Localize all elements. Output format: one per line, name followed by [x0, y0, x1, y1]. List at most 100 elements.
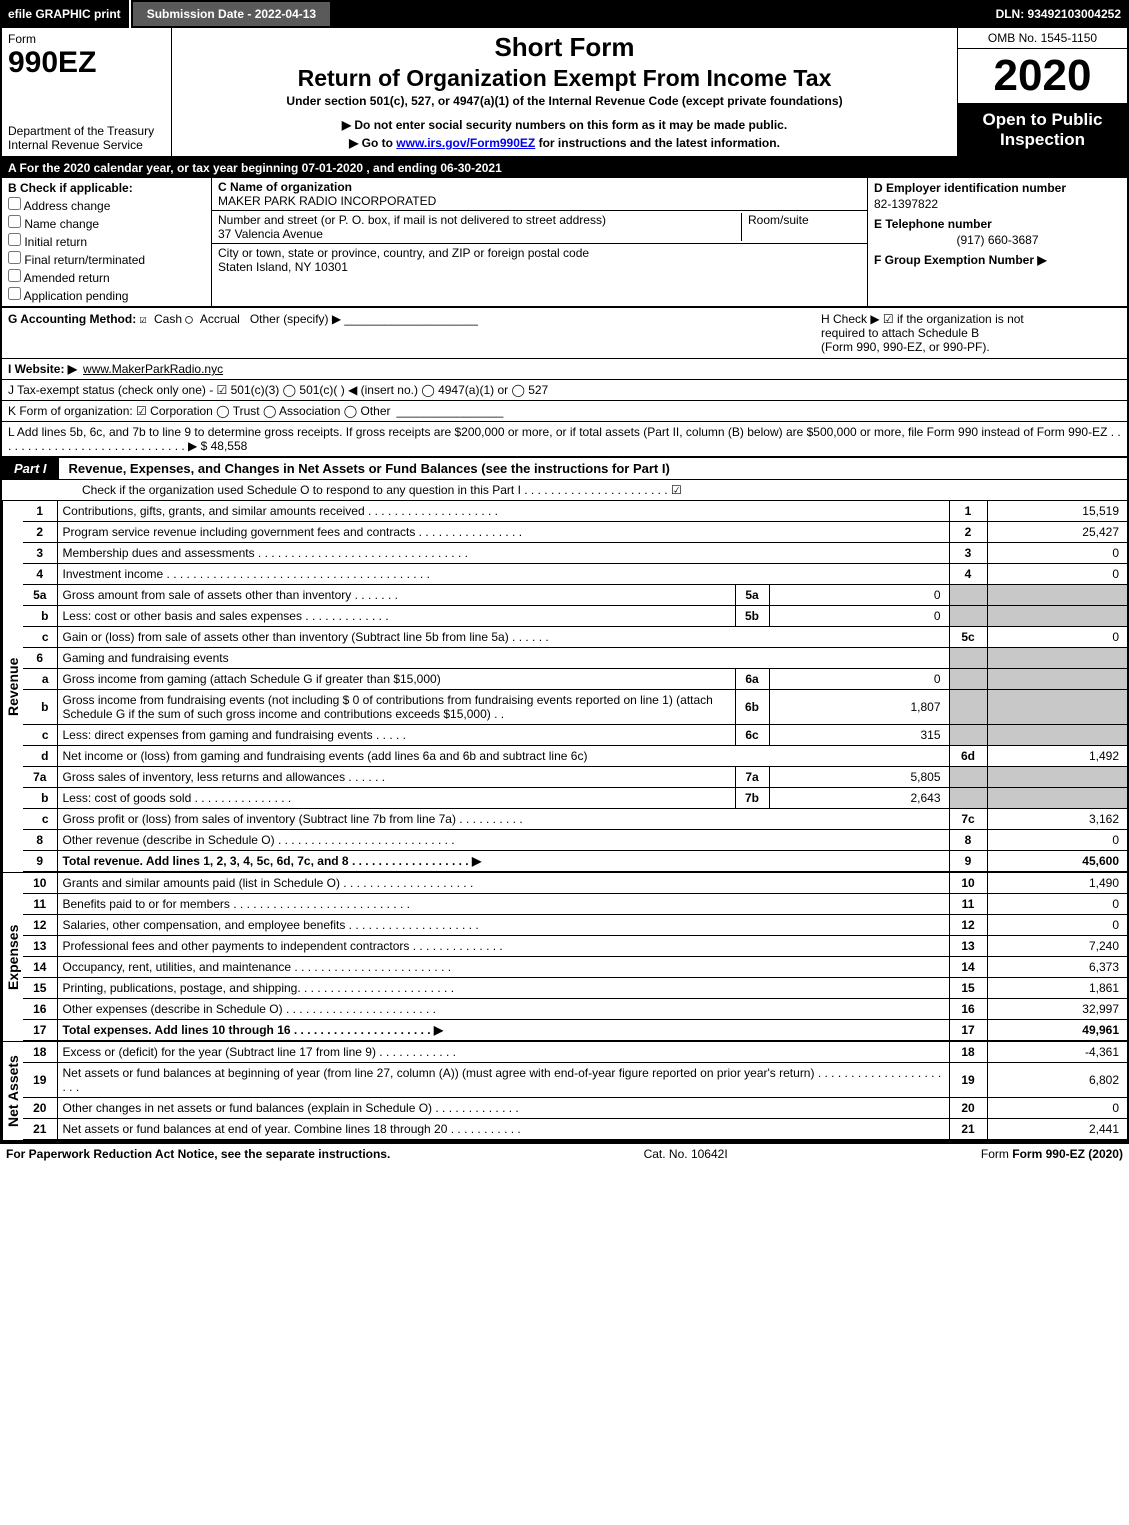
line-6: 6Gaming and fundraising events	[23, 648, 1127, 669]
section-b: B Check if applicable: Address change Na…	[2, 178, 212, 306]
chk-name-change[interactable]: Name change	[8, 215, 205, 231]
line-13: 13Professional fees and other payments t…	[23, 936, 1127, 957]
header-left: Form 990EZ Department of the Treasury In…	[2, 28, 172, 156]
e-label: E Telephone number	[874, 217, 1121, 231]
chk-address-change[interactable]: Address change	[8, 197, 205, 213]
dln-label: DLN: 93492103004252	[988, 0, 1129, 28]
tax-year: 2020	[958, 49, 1127, 104]
footer-mid: Cat. No. 10642I	[644, 1147, 728, 1161]
revenue-table: 1Contributions, gifts, grants, and simil…	[23, 501, 1127, 872]
revenue-side-label: Revenue	[2, 501, 23, 872]
expenses-table: 10Grants and similar amounts paid (list …	[23, 873, 1127, 1041]
section-def: D Employer identification number 82-1397…	[867, 178, 1127, 306]
ein-value: 82-1397822	[874, 197, 1121, 211]
f-label: F Group Exemption Number ▶	[874, 253, 1121, 267]
row-i: I Website: ▶ www.MakerParkRadio.nyc	[0, 359, 1129, 380]
line-20: 20Other changes in net assets or fund ba…	[23, 1098, 1127, 1119]
line-14: 14Occupancy, rent, utilities, and mainte…	[23, 957, 1127, 978]
line-1: 1Contributions, gifts, grants, and simil…	[23, 501, 1127, 522]
line-12: 12Salaries, other compensation, and empl…	[23, 915, 1127, 936]
expenses-section: Expenses 10Grants and similar amounts pa…	[0, 872, 1129, 1041]
line-6a: aGross income from gaming (attach Schedu…	[23, 669, 1127, 690]
line-7c: cGross profit or (loss) from sales of in…	[23, 809, 1127, 830]
period-bar: A For the 2020 calendar year, or tax yea…	[0, 158, 1129, 178]
instructions-post: for instructions and the latest informat…	[539, 136, 780, 150]
net-assets-section: Net Assets 18Excess or (deficit) for the…	[0, 1041, 1129, 1142]
section-b-header: B Check if applicable:	[8, 181, 205, 195]
form-word: Form	[8, 32, 165, 46]
line-6b: bGross income from fundraising events (n…	[23, 690, 1127, 725]
top-bar: efile GRAPHIC print Submission Date - 20…	[0, 0, 1129, 28]
net-assets-side-label: Net Assets	[2, 1042, 23, 1140]
row-j: J Tax-exempt status (check only one) - ☑…	[0, 380, 1129, 401]
line-4: 4Investment income . . . . . . . . . . .…	[23, 564, 1127, 585]
city-label: City or town, state or province, country…	[218, 246, 861, 260]
instructions-line: ▶ Go to www.irs.gov/Form990EZ for instru…	[182, 136, 947, 150]
submission-date-label: Submission Date - 2022-04-13	[131, 0, 332, 28]
chk-accrual[interactable]: ◯	[185, 312, 199, 326]
chk-initial-return[interactable]: Initial return	[8, 233, 205, 249]
expenses-side-label: Expenses	[2, 873, 23, 1041]
c-label: C Name of organization	[218, 180, 861, 194]
form-title-main: Return of Organization Exempt From Incom…	[182, 65, 947, 92]
website-value: www.MakerParkRadio.nyc	[83, 362, 223, 376]
org-name: MAKER PARK RADIO INCORPORATED	[218, 194, 861, 208]
org-address: 37 Valencia Avenue	[218, 227, 741, 241]
org-city: Staten Island, NY 10301	[218, 260, 861, 274]
line-7b: bLess: cost of goods sold . . . . . . . …	[23, 788, 1127, 809]
form-header: Form 990EZ Department of the Treasury In…	[0, 28, 1129, 158]
room-suite-label: Room/suite	[741, 213, 861, 241]
row-h: H Check ▶ ☑ if the organization is not r…	[821, 312, 1121, 354]
instructions-pre: ▶ Go to	[349, 136, 396, 150]
chk-cash[interactable]: ☑	[140, 312, 154, 326]
line-9: 9Total revenue. Add lines 1, 2, 3, 4, 5c…	[23, 851, 1127, 872]
line-21: 21Net assets or fund balances at end of …	[23, 1119, 1127, 1140]
instructions-link[interactable]: www.irs.gov/Form990EZ	[396, 136, 535, 150]
row-k: K Form of organization: ☑ Corporation ◯ …	[0, 401, 1129, 422]
department-label: Department of the Treasury Internal Reve…	[8, 124, 165, 152]
header-right: OMB No. 1545-1150 2020 Open to Public In…	[957, 28, 1127, 156]
revenue-section: Revenue 1Contributions, gifts, grants, a…	[0, 501, 1129, 872]
row-g-h: G Accounting Method: ☑ Cash ◯ Accrual Ot…	[0, 308, 1129, 359]
net-assets-table: 18Excess or (deficit) for the year (Subt…	[23, 1042, 1127, 1140]
info-grid: B Check if applicable: Address change Na…	[0, 178, 1129, 308]
line-16: 16Other expenses (describe in Schedule O…	[23, 999, 1127, 1020]
line-15: 15Printing, publications, postage, and s…	[23, 978, 1127, 999]
phone-value: (917) 660-3687	[874, 233, 1121, 247]
section-c: C Name of organization MAKER PARK RADIO …	[212, 178, 867, 306]
form-number: 990EZ	[8, 46, 165, 80]
line-17: 17Total expenses. Add lines 10 through 1…	[23, 1020, 1127, 1041]
line-2: 2Program service revenue including gover…	[23, 522, 1127, 543]
part-i-title: Revenue, Expenses, and Changes in Net As…	[59, 461, 670, 476]
line-11: 11Benefits paid to or for members . . . …	[23, 894, 1127, 915]
d-label: D Employer identification number	[874, 181, 1121, 195]
open-to-public: Open to Public Inspection	[958, 104, 1127, 156]
header-mid: Short Form Return of Organization Exempt…	[172, 28, 957, 156]
chk-amended-return[interactable]: Amended return	[8, 269, 205, 285]
topbar-spacer	[332, 0, 987, 28]
row-l: L Add lines 5b, 6c, and 7b to line 9 to …	[0, 422, 1129, 458]
part-i-tag: Part I	[2, 458, 59, 479]
line-18: 18Excess or (deficit) for the year (Subt…	[23, 1042, 1127, 1063]
part-i-checknote: Check if the organization used Schedule …	[0, 480, 1129, 501]
line-6d: dNet income or (loss) from gaming and fu…	[23, 746, 1127, 767]
footer-left: For Paperwork Reduction Act Notice, see …	[6, 1147, 390, 1161]
row-g: G Accounting Method: ☑ Cash ◯ Accrual Ot…	[8, 312, 821, 354]
chk-application-pending[interactable]: Application pending	[8, 287, 205, 303]
line-19: 19Net assets or fund balances at beginni…	[23, 1063, 1127, 1098]
form-title-short: Short Form	[182, 32, 947, 63]
ssn-warning: ▶ Do not enter social security numbers o…	[182, 118, 947, 132]
omb-number: OMB No. 1545-1150	[958, 28, 1127, 49]
line-5c: cGain or (loss) from sale of assets othe…	[23, 627, 1127, 648]
line-5a: 5aGross amount from sale of assets other…	[23, 585, 1127, 606]
line-7a: 7aGross sales of inventory, less returns…	[23, 767, 1127, 788]
part-i-header: Part I Revenue, Expenses, and Changes in…	[0, 458, 1129, 480]
form-footer: For Paperwork Reduction Act Notice, see …	[0, 1142, 1129, 1164]
line-10: 10Grants and similar amounts paid (list …	[23, 873, 1127, 894]
chk-final-return[interactable]: Final return/terminated	[8, 251, 205, 267]
footer-right: Form Form 990-EZ (2020)	[981, 1147, 1123, 1161]
line-5b: bLess: cost or other basis and sales exp…	[23, 606, 1127, 627]
form-subtitle: Under section 501(c), 527, or 4947(a)(1)…	[182, 94, 947, 108]
efile-label: efile GRAPHIC print	[0, 0, 129, 28]
line-6c: cLess: direct expenses from gaming and f…	[23, 725, 1127, 746]
